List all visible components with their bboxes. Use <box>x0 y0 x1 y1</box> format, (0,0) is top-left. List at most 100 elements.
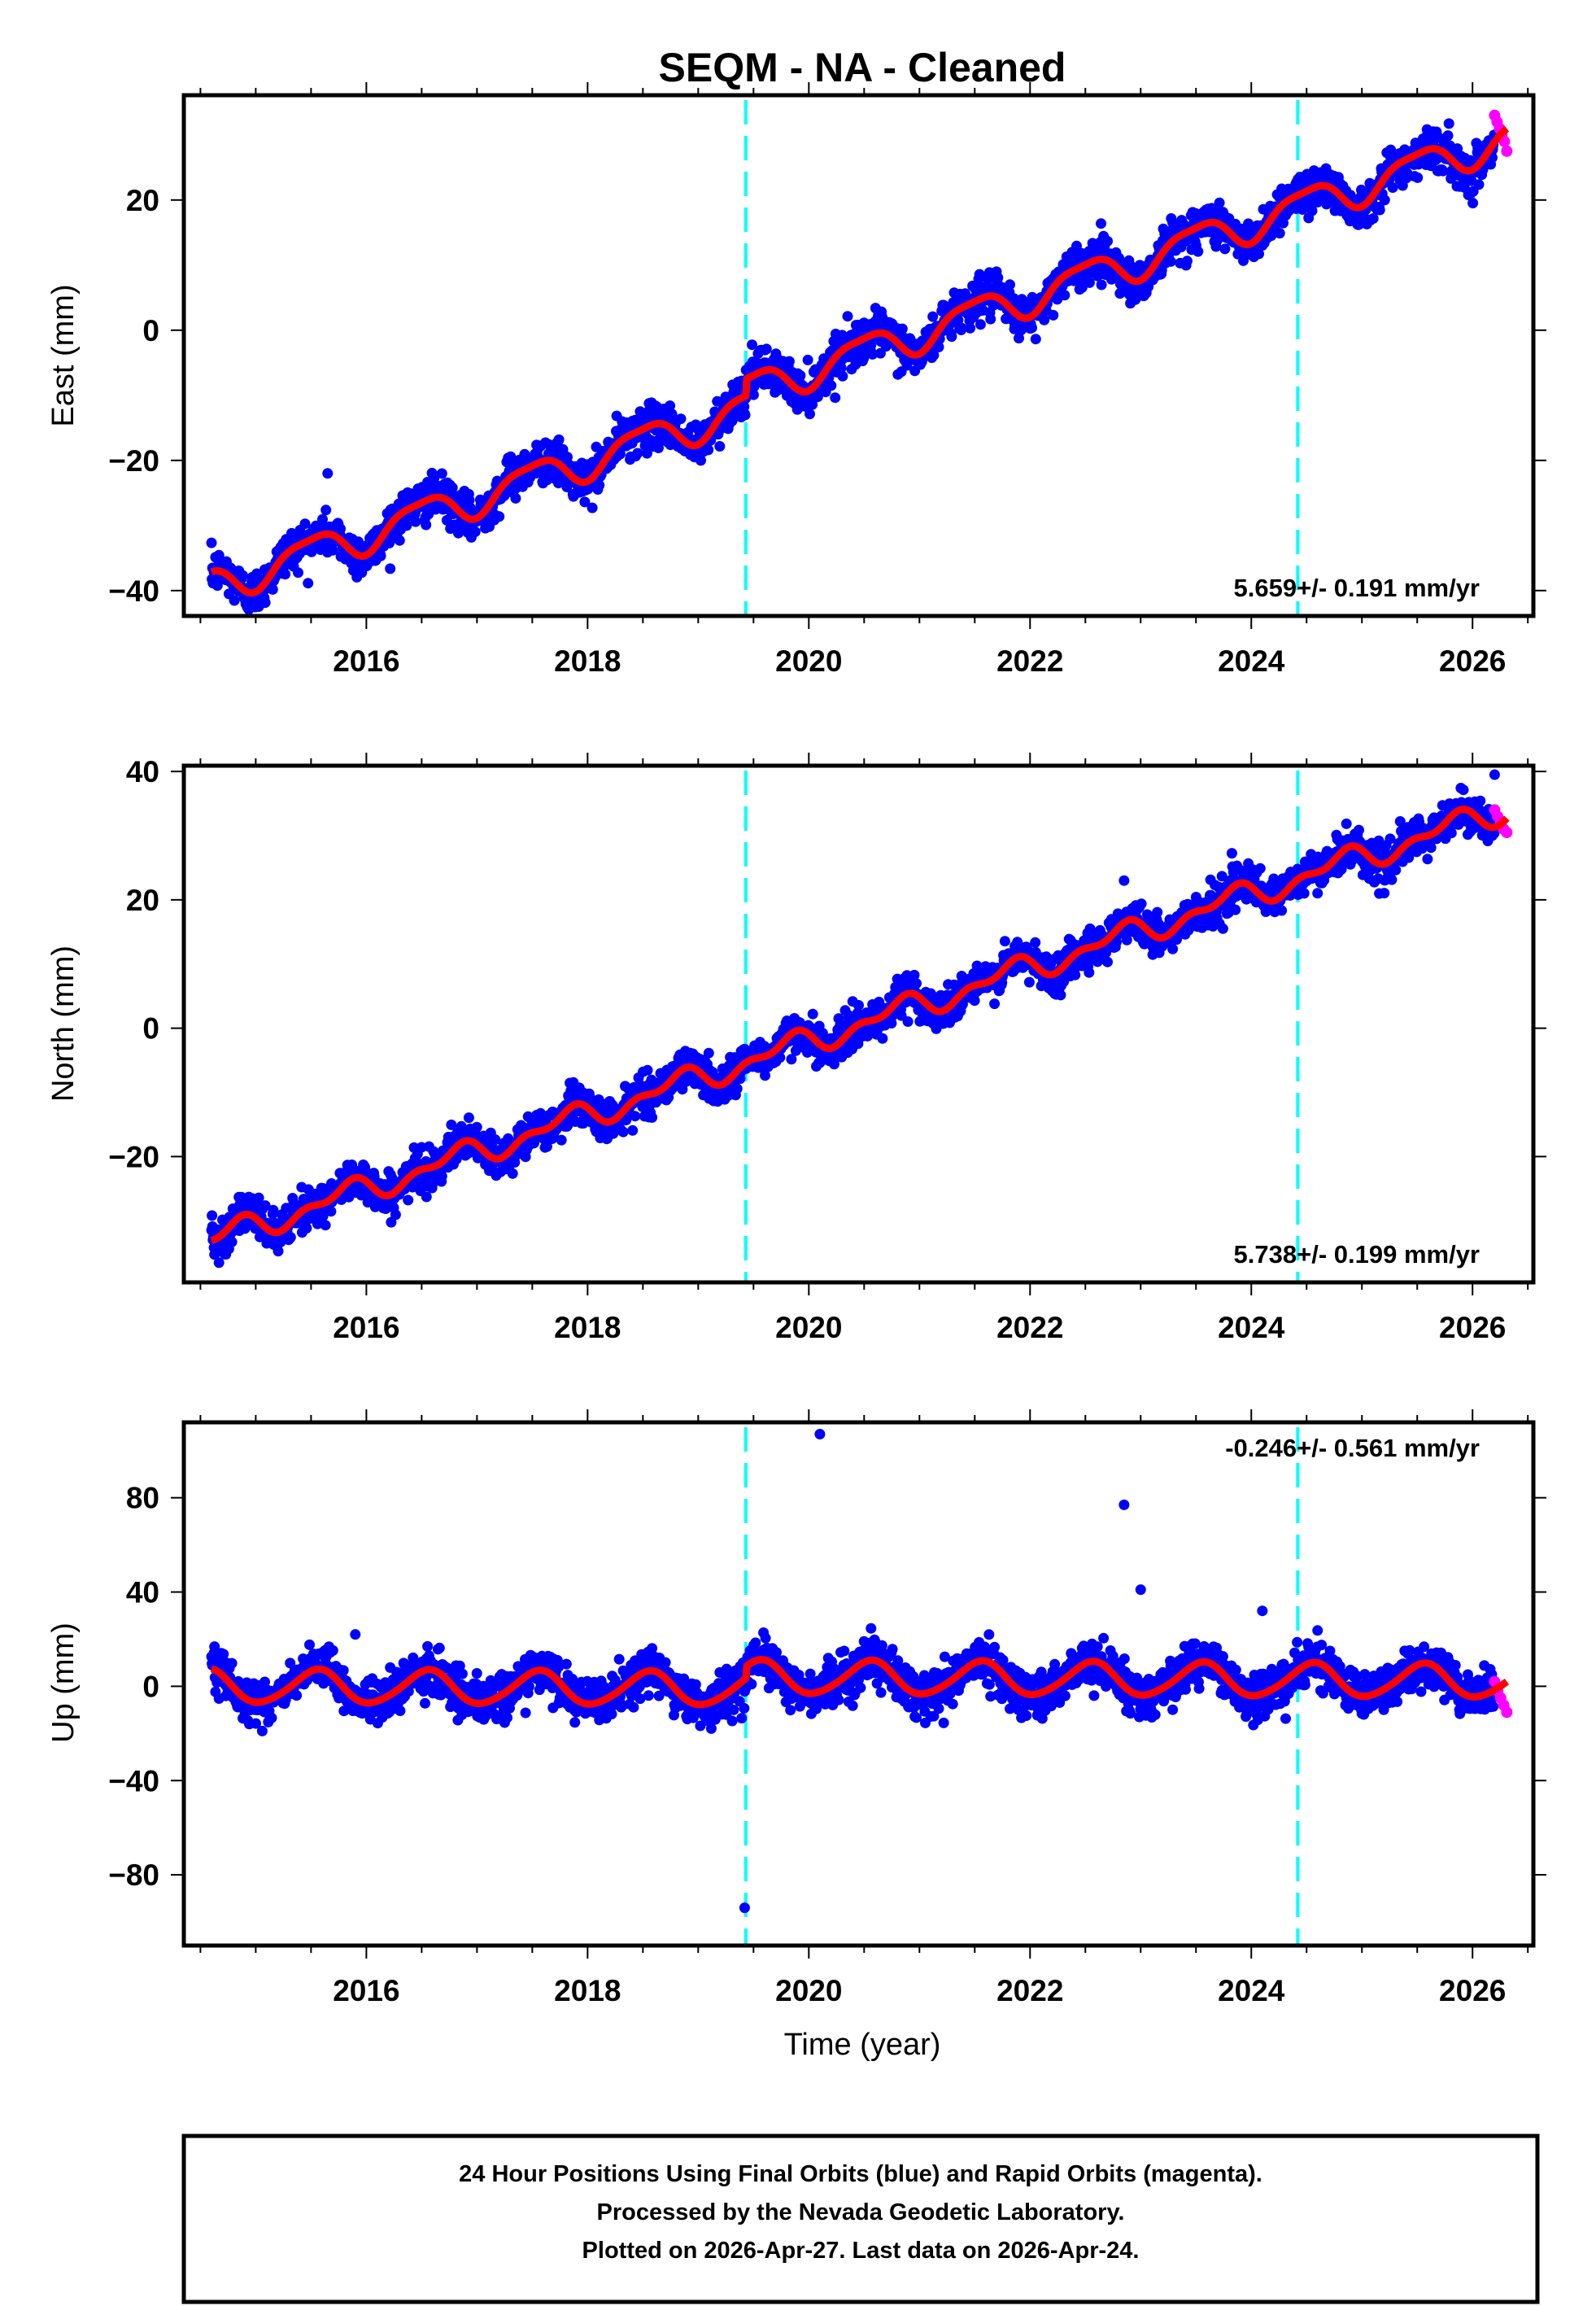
data-point <box>1206 203 1217 214</box>
data-point <box>1367 213 1379 224</box>
east-panel: East (mm) 2016 2018 2020 2022 2024 2026−40−20… <box>46 82 1546 678</box>
data-point <box>1254 863 1266 874</box>
data-point <box>1005 279 1015 290</box>
data-point <box>933 342 944 352</box>
data-point <box>451 1154 462 1165</box>
data-point <box>946 331 957 343</box>
data-point <box>1055 989 1066 1001</box>
data-point <box>1341 818 1352 829</box>
data-point <box>1306 205 1318 216</box>
data-point <box>641 448 652 459</box>
data-point <box>1094 954 1105 966</box>
data-point <box>321 504 332 516</box>
data-point <box>1181 255 1193 267</box>
data-point <box>807 399 818 410</box>
data-point <box>226 1236 238 1247</box>
data-point <box>1274 228 1285 239</box>
data-point <box>320 1220 331 1231</box>
data-point <box>1048 309 1059 321</box>
data-point <box>630 1111 641 1122</box>
data-point <box>877 1033 888 1044</box>
data-point <box>739 409 751 421</box>
data-point <box>802 354 813 365</box>
data-point <box>299 518 311 530</box>
data-point <box>463 1112 474 1124</box>
data-point <box>1027 322 1037 334</box>
east-plot-area <box>206 100 1513 616</box>
data-point <box>579 496 591 508</box>
data-point <box>268 1204 279 1216</box>
x-tick-label: 2024 <box>1218 644 1285 678</box>
data-point <box>1023 976 1035 988</box>
north-final-orbit-points <box>206 769 1500 1269</box>
data-point <box>760 1070 770 1081</box>
data-point <box>1219 243 1231 255</box>
outlier-point <box>322 468 334 479</box>
data-point <box>390 1209 401 1221</box>
data-point <box>494 511 505 522</box>
data-point <box>1374 204 1385 216</box>
data-point <box>665 400 676 412</box>
data-point <box>911 978 922 989</box>
data-point <box>731 1083 743 1094</box>
data-point <box>858 353 870 364</box>
data-point <box>617 1126 629 1138</box>
data-point <box>259 597 271 609</box>
data-point <box>1437 165 1449 177</box>
x-tick-label: 2022 <box>996 644 1063 678</box>
data-point <box>507 1168 518 1179</box>
data-point <box>1084 967 1095 978</box>
rapid-data-point <box>1501 145 1513 157</box>
data-point <box>1059 290 1071 301</box>
y-tick-label: −40 <box>108 574 159 608</box>
data-point <box>410 516 421 527</box>
data-point <box>992 272 1004 283</box>
data-point <box>902 1016 914 1027</box>
data-point <box>594 479 605 491</box>
data-point <box>490 1134 501 1146</box>
data-point <box>280 569 291 580</box>
data-point <box>829 1059 839 1070</box>
y-tick-label: 20 <box>126 184 159 217</box>
data-point <box>1096 218 1106 229</box>
north-y-axis-label: North (mm) <box>46 946 81 1102</box>
data-point <box>1030 937 1041 948</box>
east-y-axis-label: East (mm) <box>46 284 81 426</box>
data-point <box>675 413 687 425</box>
data-point <box>1276 905 1288 916</box>
data-point <box>306 546 317 557</box>
data-point <box>464 495 475 506</box>
data-point <box>969 995 980 1007</box>
data-point <box>1039 314 1050 325</box>
data-point <box>1214 197 1225 208</box>
data-point <box>1387 182 1398 193</box>
data-point <box>783 356 795 367</box>
data-point <box>953 314 964 325</box>
data-point <box>627 1125 639 1136</box>
data-point <box>866 339 877 351</box>
data-point <box>999 936 1010 947</box>
data-point <box>805 408 815 420</box>
data-point <box>1121 934 1132 946</box>
east-model-curve <box>208 125 1510 597</box>
x-tick-label: 2016 <box>333 644 399 678</box>
data-point <box>714 441 726 452</box>
data-point <box>985 313 996 325</box>
data-point <box>632 448 643 459</box>
data-point <box>909 969 920 980</box>
data-point <box>975 319 986 330</box>
data-point <box>1102 235 1113 247</box>
data-point <box>1193 246 1204 257</box>
y-tick-label: −20 <box>108 444 159 478</box>
data-point <box>1298 888 1310 899</box>
figure-title: SEQM - NA - Cleaned <box>659 45 1066 90</box>
data-point <box>1412 172 1424 183</box>
x-tick-label: 2020 <box>775 644 842 678</box>
data-point <box>229 595 240 606</box>
data-point <box>421 519 432 531</box>
data-point <box>956 322 967 334</box>
data-point <box>642 1064 653 1076</box>
data-point <box>696 455 706 466</box>
data-point <box>1443 118 1454 129</box>
